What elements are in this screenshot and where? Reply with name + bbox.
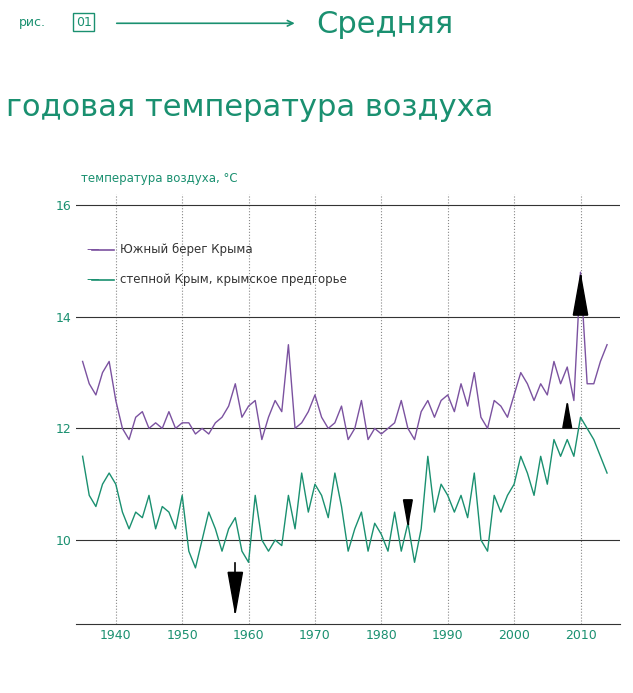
Text: —: —: [87, 274, 99, 286]
Text: годовая температура воздуха: годовая температура воздуха: [6, 93, 494, 122]
Polygon shape: [403, 500, 412, 525]
Text: 01: 01: [76, 15, 92, 28]
Polygon shape: [563, 403, 572, 428]
Text: —: —: [87, 243, 99, 256]
Text: степной Крым, крымское предгорье: степной Крым, крымское предгорье: [120, 274, 346, 286]
Text: рис.: рис.: [19, 15, 46, 28]
Polygon shape: [573, 275, 587, 315]
Polygon shape: [228, 572, 242, 613]
Text: Средняя: Средняя: [316, 10, 454, 39]
Text: Южный берег Крыма: Южный берег Крыма: [120, 243, 252, 256]
Text: температура воздуха, °C: температура воздуха, °C: [82, 173, 238, 186]
